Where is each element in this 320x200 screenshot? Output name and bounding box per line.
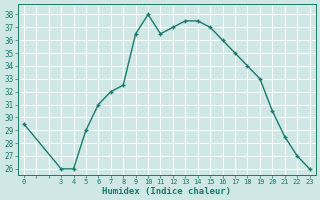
X-axis label: Humidex (Indice chaleur): Humidex (Indice chaleur) (102, 187, 231, 196)
